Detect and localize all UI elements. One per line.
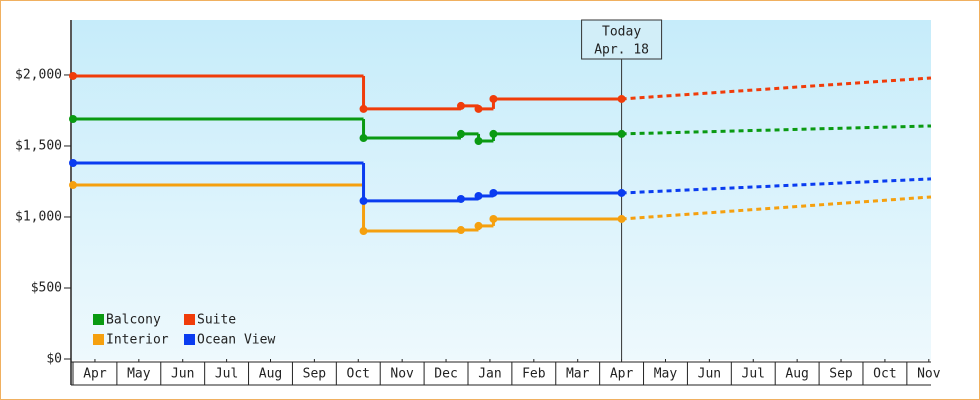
legend-label: Interior	[106, 333, 169, 348]
point	[617, 214, 626, 223]
x-tick-label: Feb	[522, 367, 546, 382]
x-tick-label: Apr	[610, 367, 634, 382]
point	[359, 196, 368, 205]
forecast-line	[621, 195, 932, 221]
x-tick-label: Oct	[347, 367, 370, 382]
legend-label: Ocean View	[197, 333, 275, 348]
x-tick-label: May	[127, 367, 151, 382]
y-tick-label: $500	[31, 280, 62, 295]
today-label: Today	[602, 25, 641, 40]
x-tick-label: Sep	[829, 367, 853, 382]
x-tick-label: May	[654, 367, 678, 382]
x-tick-label: Aug	[785, 367, 808, 382]
point	[489, 214, 498, 223]
x-tick-label: Jul	[215, 367, 238, 382]
point	[489, 188, 498, 197]
point	[69, 114, 77, 123]
today-box	[581, 19, 663, 60]
point	[474, 137, 483, 146]
point	[617, 94, 626, 103]
point	[456, 129, 465, 138]
x-tick-label: Nov	[390, 367, 414, 382]
point	[489, 94, 498, 103]
point	[489, 129, 498, 138]
legend-swatch	[93, 334, 104, 345]
y-tick-label: $2,000	[15, 67, 62, 82]
point	[474, 104, 483, 113]
x-tick-label: Oct	[873, 367, 896, 382]
x-tick-label: Sep	[303, 367, 327, 382]
point	[456, 226, 465, 235]
point	[456, 194, 465, 203]
point	[456, 101, 465, 110]
y-tick-label: $1,500	[15, 138, 62, 153]
point	[359, 104, 368, 113]
point	[69, 159, 77, 168]
point	[474, 221, 483, 230]
point	[69, 71, 77, 80]
forecast-line	[621, 124, 932, 136]
x-tick-label: Jul	[742, 367, 765, 382]
point	[359, 134, 368, 143]
x-tick-label: Apr	[83, 367, 107, 382]
today-label: Apr. 18	[594, 43, 649, 58]
point	[69, 181, 77, 190]
x-tick-label: Jan	[478, 367, 501, 382]
x-tick-label: Dec	[434, 367, 457, 382]
y-tick-label: $1,000	[15, 209, 62, 224]
legend-swatch	[93, 314, 104, 325]
forecast-line	[621, 177, 932, 195]
legend-swatch	[184, 314, 195, 325]
legend-label: Suite	[197, 313, 236, 328]
x-tick-label: Mar	[566, 367, 590, 382]
point	[474, 191, 483, 200]
x-tick-label: Aug	[259, 367, 282, 382]
point	[359, 227, 368, 236]
x-tick-label: Jun	[698, 367, 721, 382]
forecast-line	[621, 76, 932, 101]
legend-swatch	[184, 334, 195, 345]
x-tick-label: Nov	[917, 367, 941, 382]
plot-area	[72, 20, 931, 360]
y-tick-label: $0	[46, 352, 62, 367]
legend-label: Balcony	[106, 313, 161, 328]
x-tick-label: Jun	[171, 367, 194, 382]
point	[617, 188, 626, 197]
point	[617, 129, 626, 138]
